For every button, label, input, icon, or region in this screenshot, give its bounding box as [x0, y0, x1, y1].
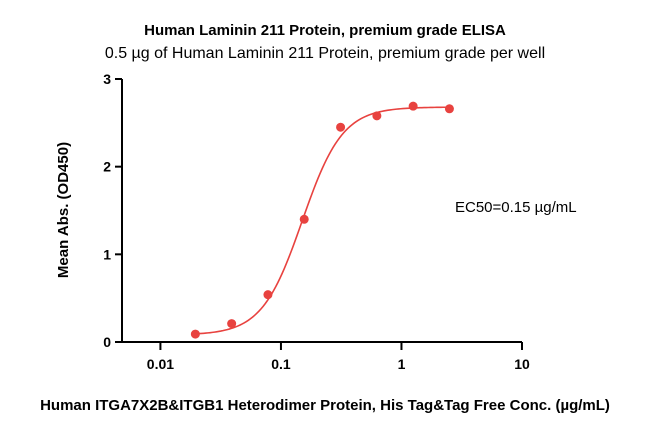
x-tick-label: 0.01: [147, 356, 174, 372]
data-point-5: [336, 122, 346, 132]
axes: [121, 79, 522, 343]
chart-title: Human Laminin 211 Protein, premium grade…: [144, 22, 506, 39]
chart-subtitle: 0.5 µg of Human Laminin 211 Protein, pre…: [105, 45, 545, 62]
fit-curve-layer: [195, 106, 450, 335]
data-point-6: [372, 111, 382, 121]
data-point-2: [227, 319, 237, 329]
y-tick-label: 3: [103, 71, 111, 87]
x-tick-label: 1: [398, 356, 406, 372]
fit-curve: [195, 106, 450, 335]
x-tick-label: 0.1: [271, 356, 291, 372]
y-tick-label: 0: [103, 334, 111, 350]
y-axis-label: Mean Abs. (OD450): [55, 142, 72, 278]
data-point-3: [263, 290, 273, 300]
ec50-annotation: EC50=0.15 µg/mL: [455, 199, 577, 216]
data-point-7: [408, 101, 418, 111]
y-tick-label: 1: [103, 246, 111, 262]
data-point-4: [299, 214, 309, 224]
x-tick-label: 10: [514, 356, 530, 372]
ticks: 0 1 2 3 0.01 0.1 1 10: [103, 71, 530, 372]
data-point-8: [444, 104, 454, 114]
x-axis-label: Human ITGA7X2B&ITGB1 Heterodimer Protein…: [40, 397, 610, 414]
data-point-1: [190, 329, 200, 339]
data-points: [190, 101, 454, 339]
y-tick-label: 2: [103, 159, 111, 175]
